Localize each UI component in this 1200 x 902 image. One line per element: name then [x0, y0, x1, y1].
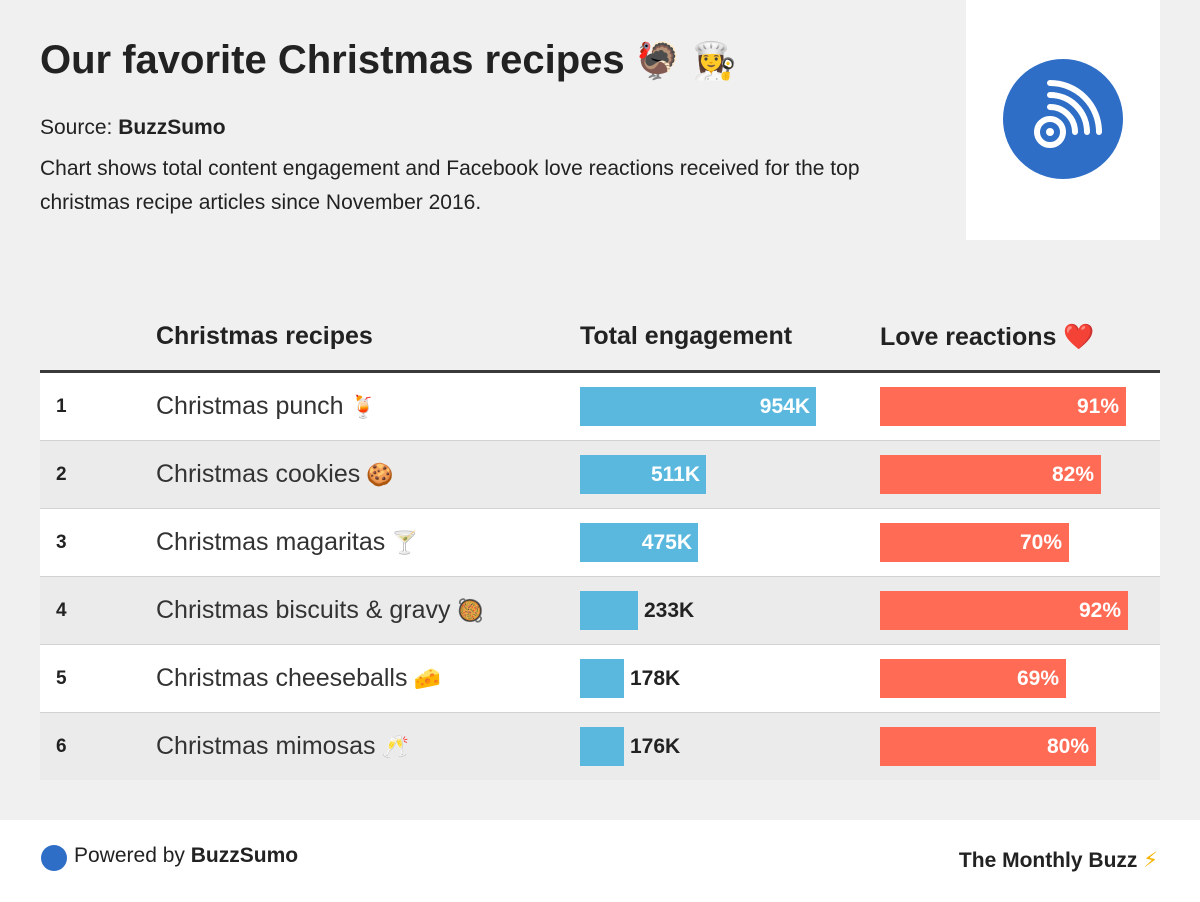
engagement-bar: [580, 455, 706, 494]
love-label: 91%: [1076, 395, 1119, 418]
row-rank: 4: [56, 600, 67, 621]
recipe-name-text: Christmas magaritas: [156, 528, 386, 556]
powered-name: BuzzSumo: [190, 844, 299, 867]
logo-circle: [1003, 59, 1123, 179]
engagement-label: 178K: [630, 667, 681, 690]
table-row: 5 Christmas cheeseballs 🧀 178K 69%: [40, 645, 1160, 713]
recipe-emoji-icon: 🍪: [366, 463, 394, 488]
powered-prefix: Powered by: [74, 844, 185, 867]
logo-panel: [966, 0, 1160, 240]
table-row: 4 Christmas biscuits & gravy 🥘 233K 92%: [40, 577, 1160, 645]
brand-text: The Monthly Buzz: [958, 849, 1138, 872]
title-emoji-icons: 🦃 👩‍🍳: [635, 41, 737, 82]
row-rank: 6: [56, 736, 67, 757]
rss-feed-icon: [1003, 59, 1123, 179]
chart-description: Chart shows total content engagement and…: [40, 157, 860, 214]
source-line: Source: BuzzSumo: [40, 116, 226, 140]
recipe-name: Christmas magaritas 🍸: [156, 509, 419, 577]
recipe-emoji-icon: 🥘: [456, 599, 484, 624]
engagement-bar: [580, 659, 624, 698]
logo-wave-3: [1047, 80, 1102, 135]
engagement-bar: [580, 727, 624, 766]
table-body: 1 Christmas punch 🍹 954K 91% 2 Christmas cooki…: [40, 373, 1160, 780]
logo-wave-1: [1047, 104, 1078, 135]
table-row: 3 Christmas magaritas 🍸 475K 70%: [40, 509, 1160, 577]
powered-by: Powered by BuzzSumo: [74, 844, 298, 868]
column-header-engagement: Total engagement: [580, 322, 793, 350]
table-row: 1 Christmas punch 🍹 954K 91%: [40, 373, 1160, 441]
heart-icon: ❤️: [1063, 322, 1095, 351]
source-name: BuzzSumo: [118, 116, 226, 139]
buzzsumo-dot-icon: [41, 845, 67, 871]
recipe-name: Christmas biscuits & gravy 🥘: [156, 577, 484, 645]
love-label: 70%: [1019, 531, 1062, 554]
row-rank: 1: [56, 396, 67, 417]
love-label: 69%: [1016, 667, 1059, 690]
logo-wave-2: [1047, 92, 1090, 135]
engagement-label: 176K: [630, 735, 681, 758]
logo-dot-ring: [1034, 116, 1066, 148]
source-prefix: Source:: [40, 116, 113, 139]
love-label: 80%: [1046, 735, 1089, 758]
recipe-name-text: Christmas mimosas: [156, 732, 376, 760]
footer: Powered by BuzzSumo The Monthly Buzz ⚡: [0, 820, 1200, 902]
engagement-label: 475K: [641, 531, 692, 554]
engagement-label: 954K: [759, 395, 810, 418]
love-bar: [880, 387, 1126, 426]
recipe-name-text: Christmas punch: [156, 392, 344, 420]
table-row: 2 Christmas cookies 🍪 511K 82%: [40, 441, 1160, 509]
column-header-recipes: Christmas recipes: [156, 322, 373, 350]
recipes-table: Christmas recipes Total engagement Love …: [40, 300, 1160, 780]
recipe-emoji-icon: 🥂: [381, 735, 409, 760]
recipe-emoji-icon: 🧀: [413, 667, 441, 692]
engagement-label: 511K: [650, 463, 700, 486]
love-bar: [880, 591, 1128, 630]
love-label: 92%: [1078, 599, 1121, 622]
logo-dot-center: [1046, 128, 1054, 136]
engagement-bar: [580, 523, 698, 562]
table-header: Christmas recipes Total engagement Love …: [40, 300, 1160, 373]
table-row: 6 Christmas mimosas 🥂 176K 80%: [40, 713, 1160, 780]
engagement-bar: [580, 387, 816, 426]
recipe-name: Christmas cookies 🍪: [156, 441, 394, 509]
brand-name: The Monthly Buzz ⚡: [959, 848, 1158, 873]
engagement-bar: [580, 591, 638, 630]
lightning-icon: ⚡: [1143, 848, 1158, 872]
row-rank: 5: [56, 668, 67, 689]
row-rank: 2: [56, 464, 67, 485]
recipe-name: Christmas cheeseballs 🧀: [156, 645, 441, 713]
row-rank: 3: [56, 532, 67, 553]
recipe-emoji-icon: 🍹: [349, 395, 377, 420]
love-bar: [880, 727, 1096, 766]
recipe-name-text: Christmas biscuits & gravy: [156, 596, 451, 624]
love-bar: [880, 523, 1069, 562]
page-title: Our favorite Christmas recipes 🦃 👩‍🍳: [40, 38, 737, 83]
column-header-love-label: Love reactions: [880, 323, 1057, 351]
recipe-name-text: Christmas cookies: [156, 460, 361, 488]
recipe-emoji-icon: 🍸: [391, 531, 419, 556]
love-bar: [880, 455, 1101, 494]
engagement-label: 233K: [644, 599, 695, 622]
recipe-name-text: Christmas cheeseballs: [156, 664, 408, 692]
love-bar: [880, 659, 1066, 698]
column-header-love: Love reactions ❤️: [880, 322, 1095, 352]
recipe-name: Christmas mimosas 🥂: [156, 713, 409, 781]
recipe-name: Christmas punch 🍹: [156, 373, 377, 441]
love-label: 82%: [1051, 463, 1094, 486]
title-text: Our favorite Christmas recipes: [40, 38, 625, 82]
